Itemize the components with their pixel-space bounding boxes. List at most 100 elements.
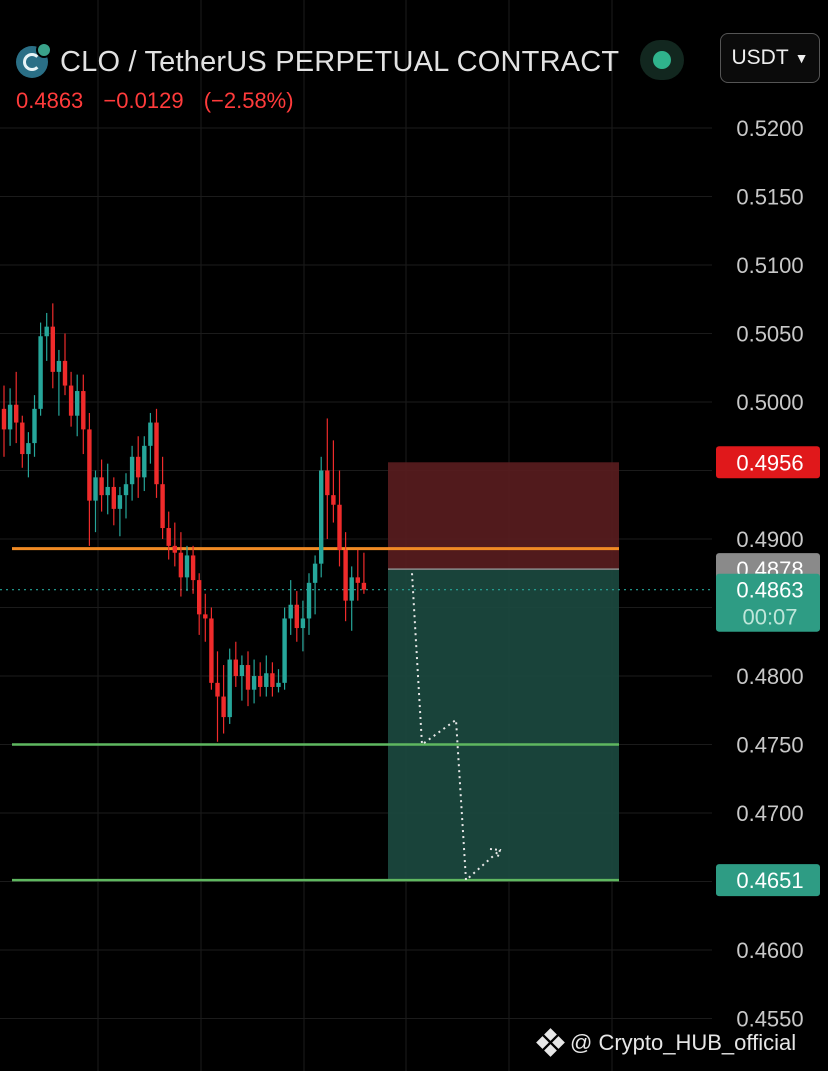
candle-body	[203, 614, 208, 619]
candle-body	[99, 477, 104, 496]
last-price: 0.4863	[16, 88, 84, 113]
candle-body	[184, 555, 190, 578]
symbol-header: CLO / TetherUS PERPETUAL CONTRACT	[16, 40, 619, 84]
price-tag-label-current: 0.4863	[736, 578, 803, 603]
candle-body	[68, 385, 74, 416]
candle-body	[282, 618, 287, 683]
candle-body	[306, 582, 312, 619]
watermark: @ Crypto_HUB_official	[536, 1028, 797, 1057]
price-quote: 0.4863 −0.0129 (−2.58%)	[16, 88, 308, 114]
candlestick-series	[1, 303, 367, 742]
price-tag-stop	[716, 446, 820, 479]
currency-select[interactable]: USDT ▼	[720, 33, 820, 83]
candle-body	[361, 582, 367, 590]
watermark-text: @ Crypto_HUB_official	[570, 1030, 797, 1055]
candle-body	[319, 470, 324, 564]
y-tick-label: 0.4900	[736, 527, 803, 552]
live-status-icon[interactable]	[640, 40, 684, 80]
price-axis[interactable]: 0.5200 0.5150 0.5100 0.5050 0.5000 0.4900 0.48…	[736, 116, 803, 1032]
candle-body	[136, 456, 141, 478]
candle-body	[87, 429, 92, 501]
candle-body	[154, 422, 159, 485]
stop-loss-zone	[388, 462, 619, 570]
candle-body	[239, 665, 245, 676]
candle-body	[38, 336, 43, 409]
candle-body	[14, 404, 19, 423]
price-change-percent: (−2.58%)	[203, 88, 294, 113]
price-tag-target	[716, 864, 820, 897]
symbol-title: CLO / TetherUS PERPETUAL CONTRACT	[60, 45, 620, 78]
candle-body	[44, 326, 49, 337]
candle-body	[160, 484, 165, 529]
candle-body	[56, 360, 62, 372]
candle-body	[355, 577, 360, 583]
y-tick-label: 0.4550	[736, 1007, 803, 1032]
price-tag-countdown: 00:07	[742, 605, 797, 630]
y-tick-label: 0.4600	[736, 938, 803, 963]
candle-body	[20, 422, 25, 455]
candle-body	[227, 659, 232, 718]
coin-logo-icon	[16, 42, 52, 78]
candle-body	[264, 673, 269, 687]
candle-body	[166, 528, 171, 546]
candle-body	[233, 659, 238, 676]
candle-body	[312, 563, 318, 583]
y-tick-label: 0.5150	[736, 185, 803, 210]
take-profit-zone	[388, 569, 619, 881]
projection-arrowhead	[489, 847, 502, 860]
candle-body	[178, 552, 184, 578]
level-lines	[0, 547, 712, 882]
candle-body	[325, 470, 330, 496]
candle-body	[288, 604, 293, 619]
candle-body	[349, 577, 354, 601]
price-tag-label-stop: 0.4956	[736, 450, 803, 475]
candle-body	[245, 665, 251, 690]
position-zones	[388, 462, 619, 881]
candle-body	[26, 443, 31, 455]
candle-body	[190, 555, 196, 581]
candle-body	[62, 360, 68, 386]
y-tick-label: 0.5100	[736, 253, 803, 278]
candle-body	[270, 673, 275, 687]
candle-body	[75, 391, 80, 416]
candle-body	[209, 618, 214, 683]
candle-body	[221, 696, 226, 718]
candle-body	[197, 580, 202, 615]
candle-body	[111, 486, 116, 509]
price-change: −0.0129	[103, 88, 184, 113]
candle-body	[123, 484, 129, 496]
y-tick-label: 0.5000	[736, 390, 803, 415]
candle-body	[215, 682, 220, 697]
candle-body	[337, 504, 342, 550]
candle-body	[1, 408, 7, 430]
candle-body	[331, 495, 336, 505]
candle-body	[300, 618, 306, 629]
candle-body	[251, 676, 257, 690]
candle-body	[50, 326, 55, 372]
candle-body	[148, 422, 153, 446]
candle-body	[105, 486, 110, 496]
candle-body	[294, 604, 299, 629]
currency-label: USDT	[731, 46, 789, 69]
candle-body	[129, 456, 135, 485]
projection-path	[411, 573, 502, 883]
candle-body	[93, 477, 98, 501]
projection-line	[411, 573, 501, 883]
candle-body	[343, 549, 348, 601]
candle-body	[117, 495, 123, 509]
binance-square-icon	[536, 1028, 565, 1057]
candle-body	[32, 408, 37, 444]
chevron-down-icon: ▼	[794, 50, 809, 66]
candle-body	[81, 391, 86, 430]
y-tick-label: 0.4700	[736, 801, 803, 826]
y-tick-label: 0.4800	[736, 664, 803, 689]
candle-body	[7, 404, 13, 430]
candle-body	[276, 682, 281, 687]
candle-body	[142, 445, 147, 478]
price-tag-label-target: 0.4651	[736, 868, 803, 893]
candle-body	[258, 676, 263, 687]
y-tick-label: 0.5200	[736, 116, 803, 141]
price-tag-current	[716, 573, 820, 632]
